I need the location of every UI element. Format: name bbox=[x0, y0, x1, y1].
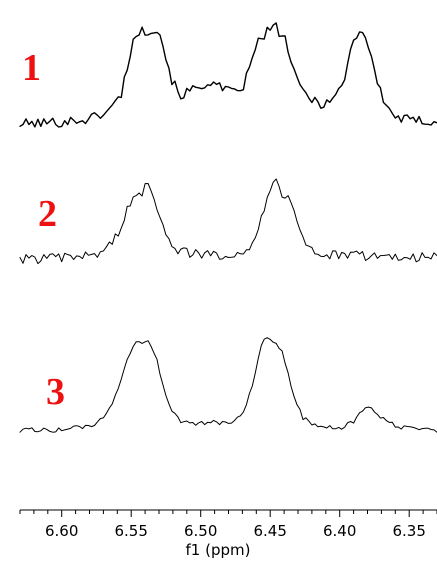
spectrum-label-2: 2 bbox=[38, 193, 57, 235]
x-axis-tick-labels: 6.60 6.55 6.50 6.45 6.40 6.35 bbox=[45, 522, 426, 540]
spectrum-label-1: 1 bbox=[22, 47, 41, 89]
spectrum-label-3: 3 bbox=[46, 371, 65, 413]
spectrum-labels: 1 2 3 bbox=[22, 47, 65, 413]
x-tick-label: 6.40 bbox=[323, 522, 356, 540]
spectrum-trace-2 bbox=[19, 178, 437, 265]
spectrum-trace-3 bbox=[19, 337, 437, 433]
spectra-traces bbox=[19, 22, 437, 433]
spectrum-trace-1 bbox=[19, 22, 437, 128]
x-tick-label: 6.45 bbox=[253, 522, 286, 540]
x-tick-label: 6.50 bbox=[184, 522, 217, 540]
x-axis-major-ticks bbox=[61, 510, 410, 517]
x-tick-label: 6.35 bbox=[392, 522, 425, 540]
x-axis-minor-ticks bbox=[19, 510, 437, 514]
x-axis: 6.60 6.55 6.50 6.45 6.40 6.35 f1 (ppm) bbox=[19, 509, 437, 559]
x-axis-title: f1 (ppm) bbox=[186, 541, 251, 559]
x-tick-label: 6.55 bbox=[114, 522, 147, 540]
x-tick-label: 6.60 bbox=[45, 522, 78, 540]
